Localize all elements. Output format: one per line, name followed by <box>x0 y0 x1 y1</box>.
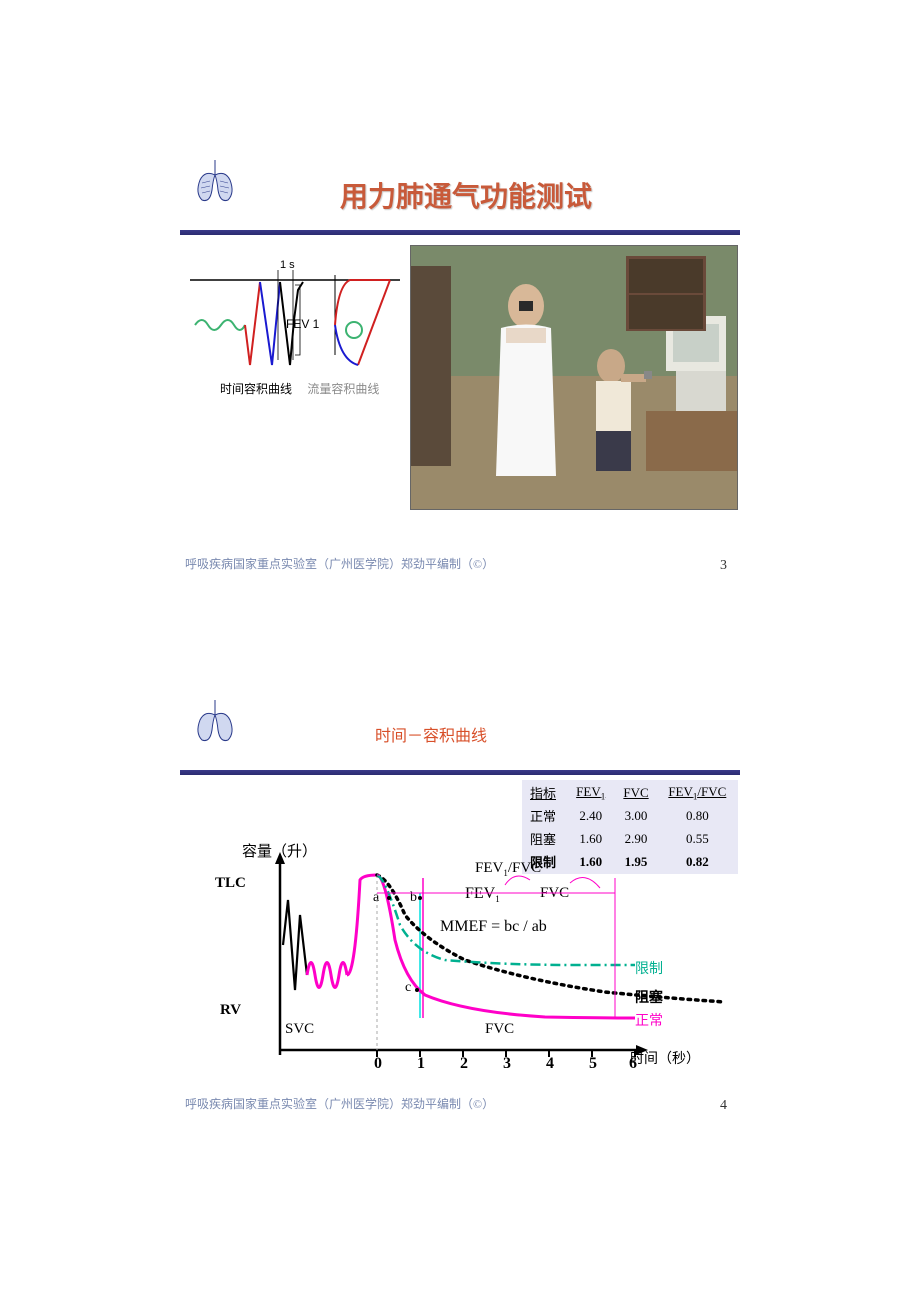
slide-1: 用力肺通气功能测试 1 s FEV 1 <box>180 150 740 580</box>
row-normal: 正常 2.40 3.00 0.80 <box>524 805 736 826</box>
slide2-page-num: 4 <box>720 1098 727 1114</box>
volume-time-chart <box>265 840 725 1070</box>
svg-text:FEV 1: FEV 1 <box>286 317 320 331</box>
slide2-subtitle: 时间－容积曲线 <box>375 722 487 746</box>
th-indicator: 指标 <box>524 782 566 803</box>
slide1-hr <box>180 230 740 235</box>
spirometry-test-photo <box>410 245 738 510</box>
slide1-page-num: 3 <box>720 558 727 574</box>
th-ratio: FEV1/FVC <box>659 782 736 803</box>
slide-2: 时间－容积曲线 指标 FEV1 FVC FEV1/FVC 正常 2.40 3.0… <box>180 690 740 1120</box>
lung-icon <box>190 695 240 745</box>
th-fev1: FEV1 <box>568 782 613 803</box>
slide1-footer: 呼吸疾病国家重点实验室（广州医学院）郑劲平编制（©） <box>185 555 494 572</box>
slide1-title: 用力肺通气功能测试 <box>340 175 592 215</box>
mini-spirometry-chart: 1 s FEV 1 <box>190 260 400 400</box>
chart2-tlc: TLC <box>215 875 246 892</box>
caption-fv: 流量容积曲线 <box>307 382 379 396</box>
lung-icon <box>190 155 240 205</box>
caption-vt: 时间容积曲线 <box>220 382 292 396</box>
slide2-hr <box>180 770 740 775</box>
chart2-rv: RV <box>220 1002 241 1019</box>
th-fvc: FVC <box>615 782 656 803</box>
slide2-footer: 呼吸疾病国家重点实验室（广州医学院）郑劲平编制（©） <box>185 1095 494 1112</box>
one-s-label: 1 s <box>280 260 295 271</box>
mini-chart-captions: 时间容积曲线 流量容积曲线 <box>220 380 379 397</box>
